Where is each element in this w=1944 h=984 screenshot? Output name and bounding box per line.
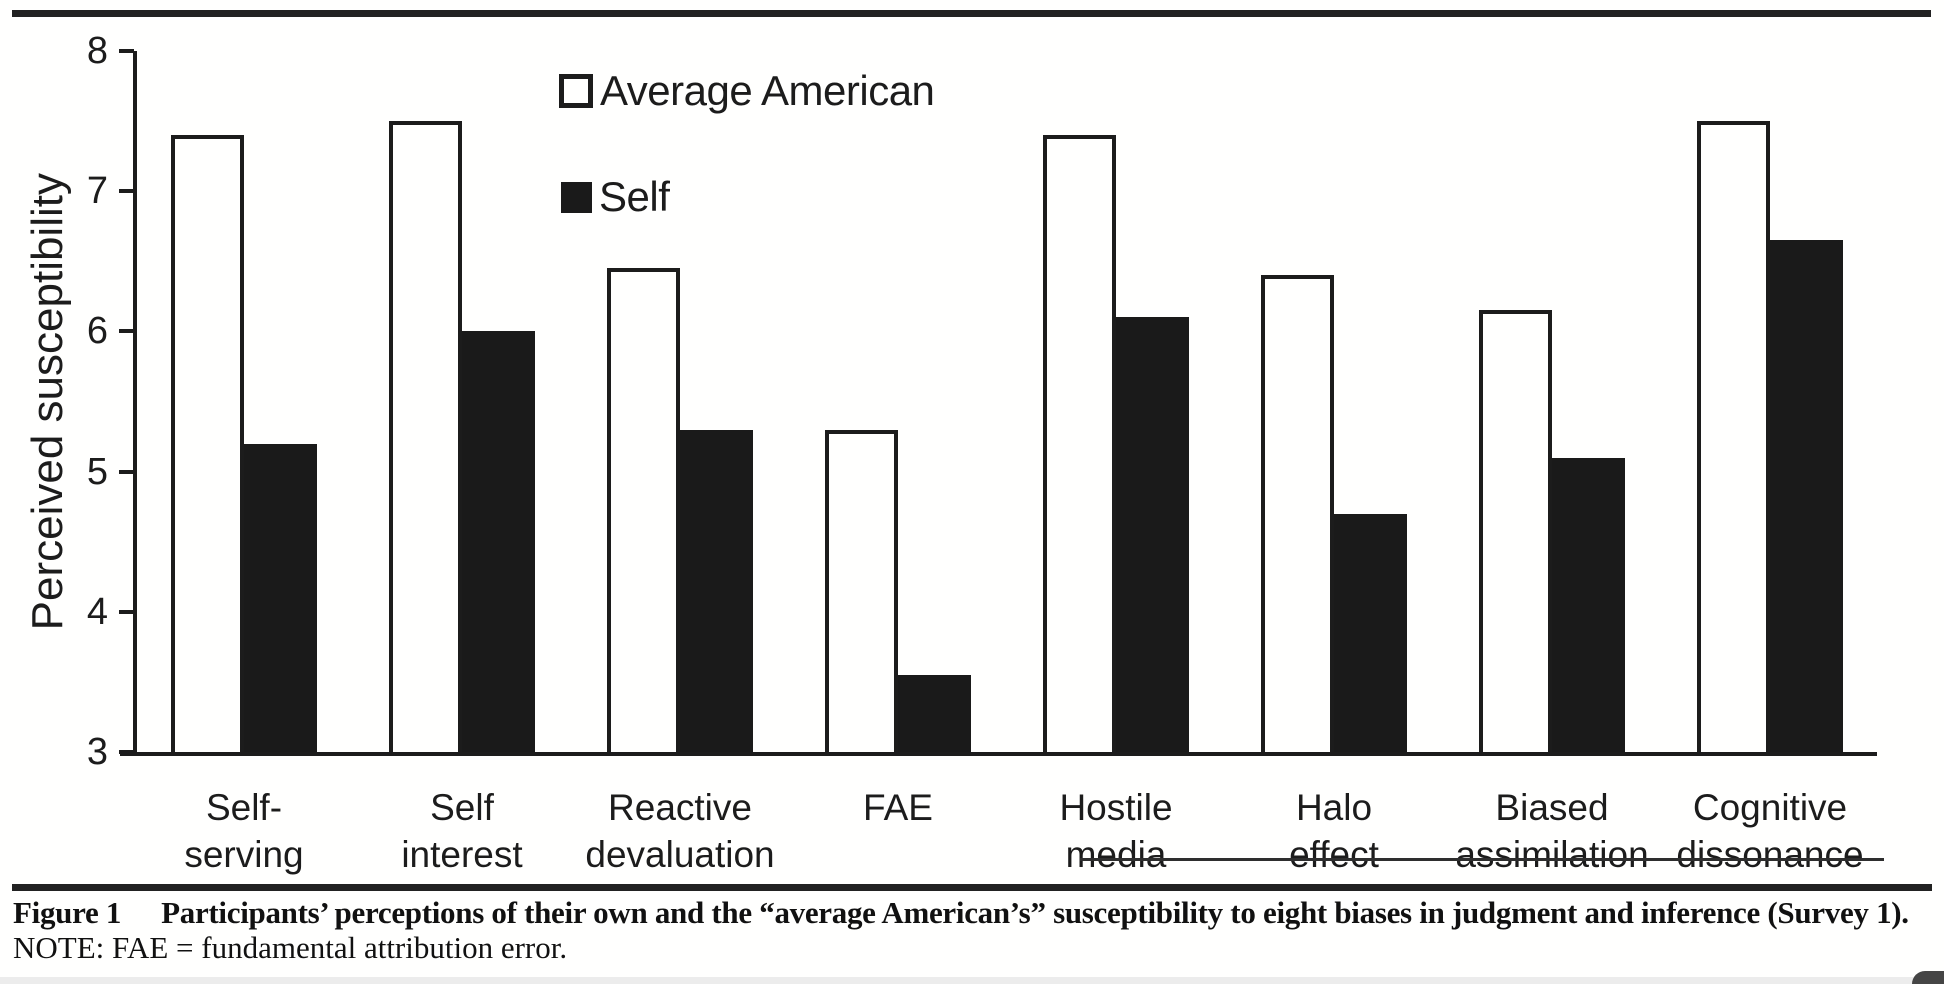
bar-group [1043,135,1189,752]
bar-self [244,443,317,752]
bar-average-american [1479,310,1552,752]
bar-average-american [607,268,680,752]
x-axis-category-labels: Self-serving Self interest Reactive devaluat… [133,784,1870,894]
bar-self [1334,513,1407,752]
bar-self [462,331,535,752]
y-tick-mark [119,469,134,474]
y-tick-label: 4 [86,590,108,633]
bar-group [1479,310,1625,752]
top-horizontal-rule [12,10,1931,17]
bar-group [389,121,535,752]
x-tick-label-line: media [1065,834,1167,875]
x-tick-label-line: Cognitive [1692,787,1848,828]
x-tick-label-line: Hostile [1059,787,1173,828]
y-axis-line [133,51,137,756]
bar-average-american [1043,135,1116,752]
bar-chart-plot-area: Perceived susceptibility 8 7 6 5 4 3 Average … [23,30,1877,773]
x-tick-label-line: dissonance [1676,834,1864,875]
bar-average-american [171,135,244,752]
y-tick-mark [119,189,134,194]
bar-group [1261,275,1407,752]
y-tick-mark [119,329,134,334]
x-tick-label-line: Biased [1495,787,1609,828]
bar-group [607,268,753,752]
y-tick-label: 8 [86,30,108,72]
legend-label-self: Self [599,173,670,220]
x-tick-label: Reactive devaluation [585,784,774,878]
x-tick-label: Halo effect [1289,784,1379,878]
legend-swatch-white-icon [559,74,593,108]
x-tick-label-line: Halo [1295,787,1373,828]
y-tick-label: 7 [86,170,108,213]
figure-caption: Figure 1 Participants’ perceptions of the… [13,895,1909,931]
x-tick-label: Biased assimilation [1455,784,1648,878]
bar-average-american [825,429,898,752]
bar-self [1116,317,1189,752]
y-tick-mark [119,49,134,53]
x-tick-label-line: Reactive [608,787,752,828]
y-tick-label: 6 [86,310,108,353]
x-tick-label: Self-serving [184,784,303,878]
x-tick-label: Self interest [401,784,522,878]
y-tick-mark [119,609,134,614]
legend-label-average-american: Average American [600,67,935,114]
caption-separator-rule [12,884,1932,891]
legend-item-self: Self [561,173,670,221]
figure-caption-label: Figure 1 [13,895,122,930]
x-tick-label-line: assimilation [1455,834,1649,875]
x-tick-label-line: effect [1289,834,1379,875]
y-tick-label: 5 [86,450,108,493]
bar-average-american [1261,275,1334,752]
x-tick-label: Cognitive dissonance [1676,784,1863,878]
x-tick-label-line: interest [401,834,523,875]
bar-average-american [1697,121,1770,752]
x-tick-label-line: Self- [205,787,283,828]
bar-self [1770,240,1843,752]
bar-average-american [389,121,462,752]
y-axis-title-text: Perceived susceptibility [23,172,72,631]
x-tick-label: FAE [863,784,933,831]
figure-caption-text: Participants’ perceptions of their own a… [161,895,1909,930]
x-tick-label-line: FAE [863,787,933,828]
bar-group [171,135,317,752]
bar-self [1552,457,1625,752]
figure-note: NOTE: FAE = fundamental attribution erro… [13,930,568,965]
x-tick-label: Hostile media [1059,784,1172,878]
bar-group [825,429,971,752]
x-tick-label-line: serving [184,834,304,875]
y-tick-label: 3 [86,731,108,773]
bar-self [680,429,753,752]
bar-self [898,674,971,752]
x-axis-line [120,752,1877,756]
figure-bottom-edge-artifact [1080,858,1884,861]
scan-corner-shape [1912,971,1944,984]
legend-swatch-black-icon [561,181,592,213]
scan-bottom-strip [0,977,1944,984]
y-axis-title: Perceived susceptibility [23,51,73,752]
bar-group [1697,121,1843,752]
x-tick-label-line: Self [430,787,494,828]
x-tick-label-line: devaluation [585,834,775,875]
legend-item-average-american: Average American [559,67,935,115]
